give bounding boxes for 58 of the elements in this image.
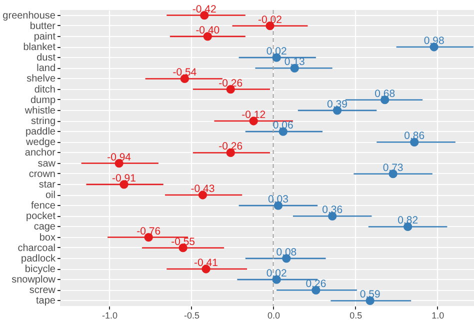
x-tick-label: 0.5 [350,310,362,320]
y-tick-label: snowplow [12,274,56,286]
data-label: -0.54 [172,66,197,79]
data-label: 0.82 [398,214,418,227]
y-tick-label: box [39,232,56,244]
x-tick-label: -0.5 [184,310,200,320]
y-tick-label: string [31,116,56,127]
data-label: -0.26 [218,140,243,153]
y-tick-label: greenhouse [2,10,56,22]
data-label: -0.55 [171,236,196,248]
y-tick-label: cage [34,222,56,233]
data-label: -0.43 [190,183,215,195]
y-tick-label: whistle [24,105,56,116]
y-tick-label: screw [29,285,56,296]
data-label: -0.91 [112,172,136,184]
y-tick-label: butter [30,20,56,32]
y-tick-label: tape [36,296,56,307]
data-label: -0.02 [258,14,282,26]
x-tick-label: 0.0 [268,310,280,320]
y-tick-label: paddle [25,126,56,138]
y-tick-label: dump [30,94,56,106]
data-label: 0.98 [424,35,444,47]
y-tick-label: blanket [23,42,56,53]
data-label: 0.68 [374,88,396,100]
data-label: 0.59 [360,288,380,301]
x-tick-label: 1.0 [432,310,444,320]
data-label: 0.08 [276,246,297,258]
data-label: -0.40 [196,24,220,36]
data-label: 0.02 [266,46,287,58]
data-label: 0.03 [268,194,289,206]
x-tick-label: -1.0 [102,310,118,320]
data-label: 0.39 [327,98,348,110]
data-label: 0.86 [404,130,425,142]
data-label: -0.12 [242,109,266,121]
y-tick-label: oil [45,190,56,201]
y-tick-label: paint [34,31,56,42]
y-tick-label: pocket [26,211,56,222]
y-tick-label: star [38,179,56,190]
y-tick-label: land [36,63,56,74]
y-tick-label: shelve [26,74,56,85]
y-tick-label: dust [36,52,56,64]
y-tick-label: wedge [25,137,56,148]
data-label: -0.94 [107,151,132,164]
data-label: 0.06 [272,120,294,132]
data-label: -0.41 [194,257,218,269]
y-tick-label: crown [28,168,56,180]
y-tick-label: saw [38,158,56,170]
y-tick-label: fence [31,200,56,212]
data-label: 0.02 [266,268,287,280]
data-label: 0.36 [322,204,343,216]
y-tick-label: charcoal [18,242,56,254]
y-tick-label: bicycle [24,264,56,275]
y-tick-label: anchor [24,148,56,159]
y-tick-label: padlock [21,253,56,264]
data-label: -0.76 [136,225,161,238]
data-label: -0.42 [192,3,216,16]
y-tick-label: ditch [34,84,56,96]
data-label: 0.73 [382,162,404,174]
